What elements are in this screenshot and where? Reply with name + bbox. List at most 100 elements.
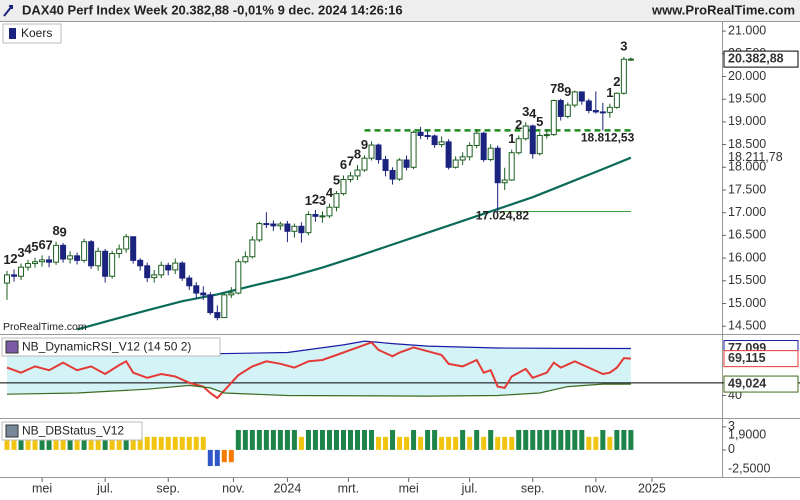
candle-body [193,285,200,294]
candle-body [543,134,550,137]
status-bar [88,436,94,450]
level-tag: -2,5000 [728,461,770,475]
candle-body [487,147,494,161]
status-bar [614,429,620,450]
status-bar [558,429,564,450]
status-bar [242,429,248,450]
watermark: ProRealTime.com [3,321,87,333]
candle-body [501,179,508,184]
status-bar [179,436,185,450]
status-bar [376,436,382,450]
count-label: 2 [10,251,17,266]
status-bar [214,449,220,467]
status-bar [579,429,585,450]
candle-body [11,274,18,277]
candle-body [627,58,634,61]
candle-body [564,104,571,117]
candle-body [375,144,382,161]
candle-body [214,312,221,319]
status-bar [467,436,473,450]
level-label: 17.024,82 [476,209,530,223]
candle-body [333,193,340,208]
status-bar [607,436,613,450]
status-bar [263,429,269,450]
header-icon [3,5,13,17]
candle-body [431,135,438,146]
status-bar [130,436,136,450]
candle-body [494,147,501,184]
chart-title: DAX40 Perf Index Week 20.382,88 -0,01% 9… [22,2,403,17]
candle-body [298,225,305,234]
status-bar [319,429,325,450]
x-tick-label: jul. [96,481,113,495]
candle-body [382,159,389,171]
count-label: 1 [3,252,10,267]
candle-body [123,236,130,250]
y-tick-label: 20.000 [728,69,766,83]
candle-body [438,141,445,146]
legend-label: Koers [21,26,52,40]
status-bar [502,436,508,450]
status-bar [439,436,445,450]
x-tick-label: sep. [156,481,180,495]
status-bar [312,429,318,450]
status-bar [158,436,164,450]
value-tag-box [723,375,799,393]
candle-body [32,261,39,265]
status-bar [151,436,157,450]
candle-body [606,106,613,113]
candle-body [424,135,431,138]
candle-body [256,223,263,241]
count-label: 5 [536,114,543,129]
status-bar [418,436,424,450]
level-label: 18.812,53 [581,131,635,145]
status-bar [404,436,410,450]
count-label: 9 [361,137,368,152]
y-tick-label: 18.500 [728,137,766,151]
count-label: 2 [613,74,620,89]
candle-body [291,225,298,232]
candle-body [312,214,319,217]
legend-box [2,23,62,44]
status-bar [347,429,353,450]
status-bar [495,436,501,450]
status-bar [221,449,227,463]
candle-body [515,138,522,154]
candle-body [228,292,235,296]
candle-body [60,244,67,260]
status-bar [628,429,634,450]
status-bar [544,429,550,450]
candle-body [592,110,599,113]
panel-title: NB_DynamicRSI_V12 (14 50 2) [22,340,191,354]
y-tick-label: 16.500 [728,228,766,242]
status-bar [460,429,466,450]
y-tick-label: 14.500 [728,318,766,332]
price-tag-box [723,50,799,68]
line [76,156,632,331]
panel-icon [5,340,19,354]
status-bar [340,429,346,450]
count-label: 4 [529,106,537,121]
candle-body [466,144,473,158]
status-bar [593,436,599,450]
panel-title-box [1,421,143,441]
candle-body [186,277,193,287]
x-tick-label: 2025 [638,481,666,495]
candle-body [368,144,375,159]
candle-body [536,135,543,155]
status-bar [116,436,122,450]
panel-title: NB_DBStatus_V12 [22,424,124,438]
status-bar [453,436,459,450]
status-bar [270,429,276,450]
count-label: 7 [550,81,557,96]
candle-body [599,111,606,114]
candle-body [207,294,214,314]
status-bar [60,436,66,450]
status-bar [446,436,452,450]
legend-swatch [9,28,16,39]
candle-body [550,100,557,136]
candle-body [67,255,74,260]
count-label: 9 [564,84,571,99]
candle-body [46,259,53,263]
